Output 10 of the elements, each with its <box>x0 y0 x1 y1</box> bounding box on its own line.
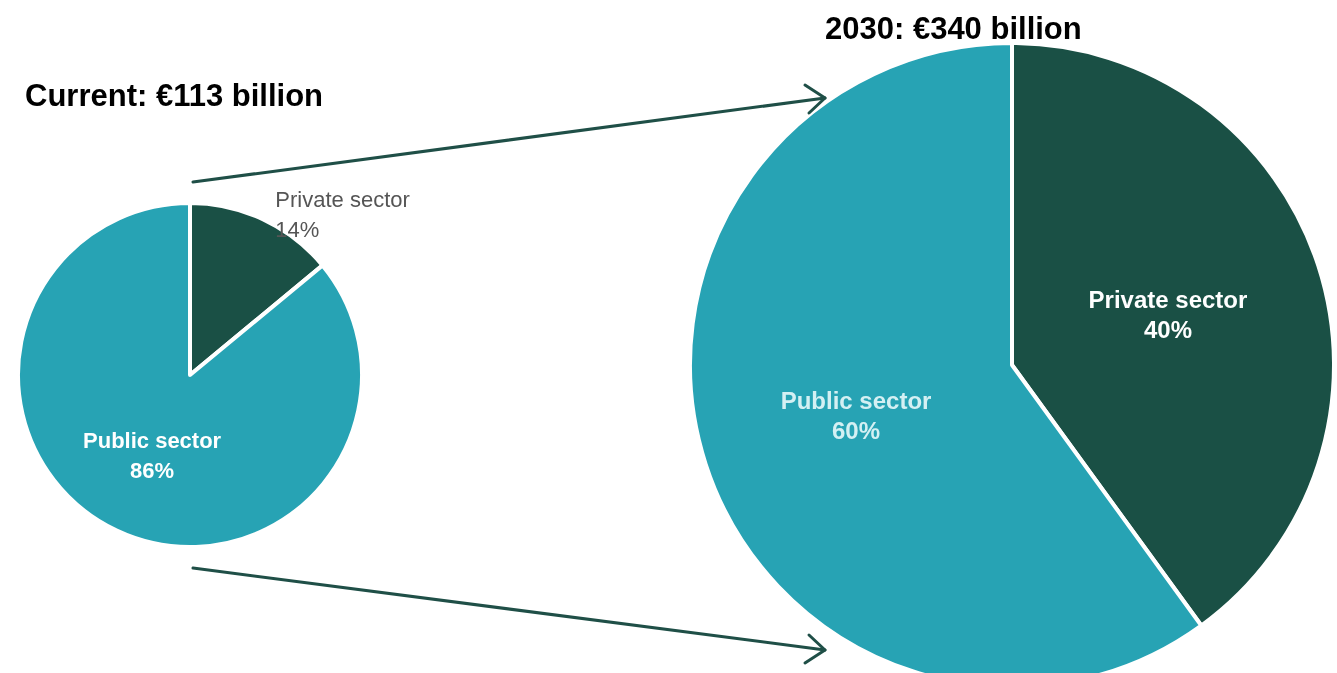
slice-label: Public sector <box>83 428 222 454</box>
chart-title: Current: €113 billion <box>25 78 324 113</box>
slice-label: Public sector <box>780 387 932 415</box>
data-label: 60% <box>832 417 881 445</box>
slice-label: Private sector <box>275 187 410 213</box>
data-label: 14% <box>275 217 320 243</box>
data-label: 40% <box>1143 315 1192 343</box>
data-label: 86% <box>130 458 175 484</box>
slice-label: Private sector <box>1088 285 1248 313</box>
chart-title: 2030: €340 billion <box>825 11 1082 46</box>
